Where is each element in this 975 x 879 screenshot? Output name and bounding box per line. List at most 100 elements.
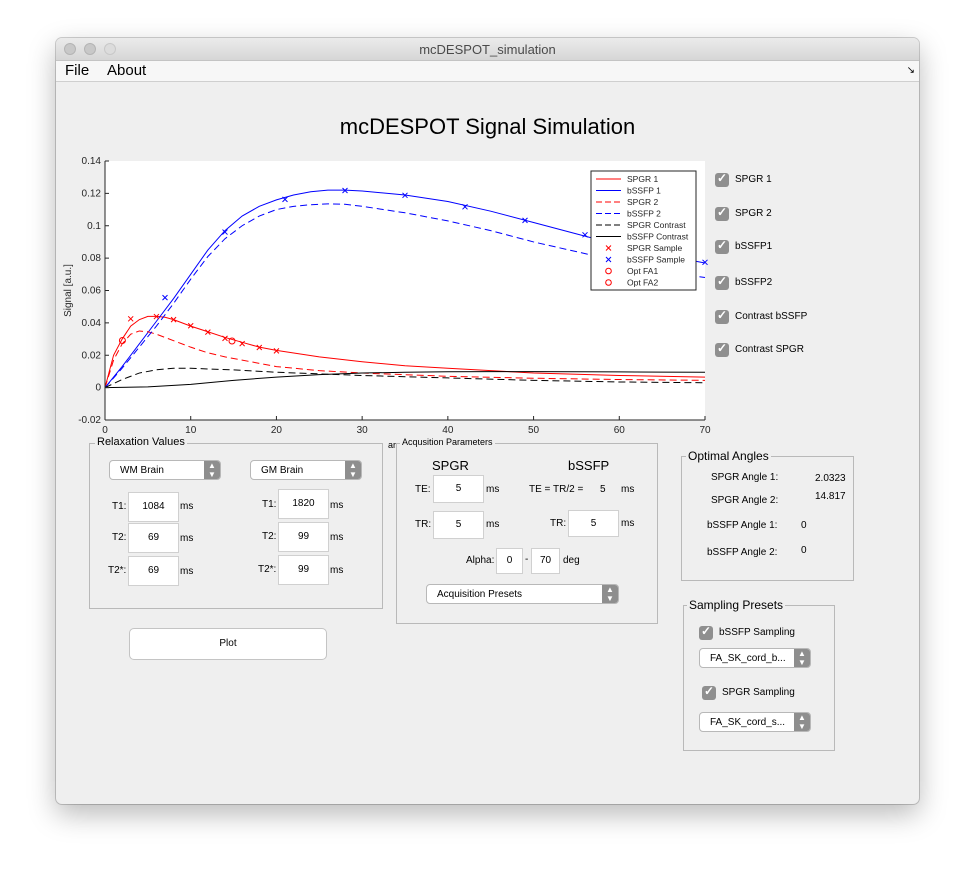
bssfp-tr-label: TR: (550, 518, 567, 529)
acquisition-panel (396, 443, 658, 624)
zoom-window-button[interactable] (104, 43, 116, 55)
marker-spgr-sample (170, 316, 177, 323)
spgr-angle-2-label: SPGR Angle 2: (711, 495, 779, 506)
legend-label: bSSFP 1 (627, 186, 661, 196)
y-tick-label: 0.12 (82, 188, 102, 199)
te-field[interactable]: 5 (433, 475, 484, 503)
gm-t1-unit: ms (330, 500, 344, 511)
checkbox-bssfp-sampling[interactable] (699, 624, 713, 640)
stray-label: ar (388, 440, 397, 450)
bssfp-sampling-select[interactable]: FA_SK_cord_b... ▲ ▼ (699, 648, 811, 668)
x-tick-label: 10 (185, 425, 197, 436)
tr-field[interactable]: 5 (433, 511, 484, 539)
chevron-updown-icon: ▲ ▼ (602, 585, 618, 603)
wm-preset-value: WM Brain (120, 465, 164, 476)
alpha-max-field[interactable]: 70 (531, 548, 560, 574)
checkbox-spgr-1-label: SPGR 1 (735, 174, 772, 185)
checkbox-contrast-bssfp[interactable] (715, 308, 729, 324)
checkbox-spgr-sampling[interactable] (702, 684, 716, 700)
gm-t1-field[interactable]: 1820 (278, 489, 329, 519)
marker-bssfp-sample (222, 229, 228, 235)
gm-t2-field[interactable]: 99 (278, 522, 329, 552)
legend-label: SPGR 2 (627, 197, 658, 207)
series-spgr-1 (104, 315, 706, 388)
checkbox-bssfp-1[interactable] (715, 238, 729, 254)
wm-t2star-field[interactable]: 69 (128, 556, 179, 586)
x-tick-label: 60 (614, 425, 626, 436)
bssfp-tr-field[interactable]: 5 (568, 510, 619, 537)
gm-t2star-field[interactable]: 99 (278, 555, 329, 585)
legend-swatch (605, 245, 612, 251)
tr-unit: ms (486, 519, 500, 530)
legend-label: bSSFP 2 (627, 209, 661, 219)
menu-bar: File About ↘ (56, 61, 919, 82)
checkbox-bssfp-2-label: bSSFP2 (735, 277, 773, 288)
gm-t2-unit: ms (330, 532, 344, 543)
marker-spgr-sample (187, 322, 194, 329)
gm-preset-select[interactable]: GM Brain ▲ ▼ (250, 460, 362, 480)
checkbox-contrast-spgr-label: Contrast SPGR (735, 344, 804, 355)
checkbox-spgr-1[interactable] (715, 171, 729, 187)
alpha-min-field[interactable]: 0 (496, 548, 523, 574)
marker-opt-fa1 (118, 337, 126, 345)
chevron-updown-icon: ▲ ▼ (794, 713, 810, 731)
minimize-window-button[interactable] (84, 43, 96, 55)
wm-preset-select[interactable]: WM Brain ▲ ▼ (109, 460, 221, 480)
series-bssfp-2 (104, 203, 706, 388)
te-tr2-label: TE = TR/2 = (529, 484, 584, 495)
bssfp-angle-2-label: bSSFP Angle 2: (707, 547, 778, 558)
legend-label: bSSFP Sample (627, 255, 685, 265)
marker-spgr-sample (273, 348, 280, 354)
chevron-updown-icon: ▲ ▼ (204, 461, 220, 479)
spgr-angle-1-label: SPGR Angle 1: (711, 472, 779, 483)
wm-t2star-label: T2*: (108, 565, 127, 576)
checkbox-contrast-spgr[interactable] (715, 341, 729, 357)
bssfp-angle-2-value: 0 (801, 545, 807, 556)
optimal-angles-title: Optimal Angles (686, 449, 771, 463)
menu-file[interactable]: File (65, 62, 90, 79)
acquisition-presets-select[interactable]: Acquisition Presets ▲ ▼ (426, 584, 619, 604)
y-tick-label: 0.02 (82, 350, 102, 361)
chevron-updown-icon: ▲ ▼ (794, 649, 810, 667)
spgr-header: SPGR (432, 458, 469, 473)
legend-label: Opt FA2 (627, 278, 658, 288)
legend-label: SPGR Sample (627, 243, 683, 253)
legend-swatch (605, 279, 612, 286)
gm-t1-label: T1: (262, 499, 277, 510)
wm-t2-unit: ms (180, 533, 194, 544)
y-axis-label: Signal [a.u.] (63, 264, 74, 317)
plot-button[interactable]: Plot (129, 628, 327, 660)
wm-t1-field[interactable]: 1084 (128, 492, 179, 522)
toolbar-toggle-icon[interactable]: ↘ (906, 65, 915, 76)
alpha-label: Alpha: (466, 555, 495, 566)
acquisition-presets-value: Acquisition Presets (437, 589, 523, 600)
bssfp-sampling-value: FA_SK_cord_b... (710, 653, 786, 664)
x-tick-label: 50 (528, 425, 540, 436)
te-unit: ms (486, 484, 500, 495)
spgr-sampling-select[interactable]: FA_SK_cord_s... ▲ ▼ (699, 712, 811, 732)
wm-t1-label: T1: (112, 501, 127, 512)
gm-t2star-label: T2*: (258, 564, 277, 575)
marker-bssfp-sample (522, 217, 528, 224)
checkbox-spgr-2[interactable] (715, 205, 729, 221)
checkbox-bssfp-2[interactable] (715, 274, 729, 290)
x-tick-label: 0 (102, 425, 108, 436)
marker-bssfp-sample (282, 196, 288, 203)
wm-t2-label: T2: (112, 532, 127, 543)
gm-t2star-unit: ms (330, 565, 344, 576)
wm-t2-field[interactable]: 69 (128, 523, 179, 553)
marker-bssfp-sample (702, 259, 708, 266)
alpha-separator: - (525, 554, 529, 565)
menu-about[interactable]: About (107, 62, 147, 79)
te-tr2-unit: ms (621, 484, 635, 495)
y-tick-label: 0.08 (82, 253, 102, 264)
close-window-button[interactable] (64, 43, 76, 55)
marker-spgr-sample (153, 313, 160, 320)
alpha-unit: deg (563, 555, 580, 566)
marker-bssfp-sample (342, 187, 348, 194)
chevron-updown-icon: ▲ ▼ (345, 461, 361, 479)
marker-spgr-sample (239, 340, 245, 347)
wm-t1-unit: ms (180, 501, 194, 512)
window-title: mcDESPOT_simulation (419, 42, 556, 57)
marker-bssfp-sample (462, 203, 468, 210)
